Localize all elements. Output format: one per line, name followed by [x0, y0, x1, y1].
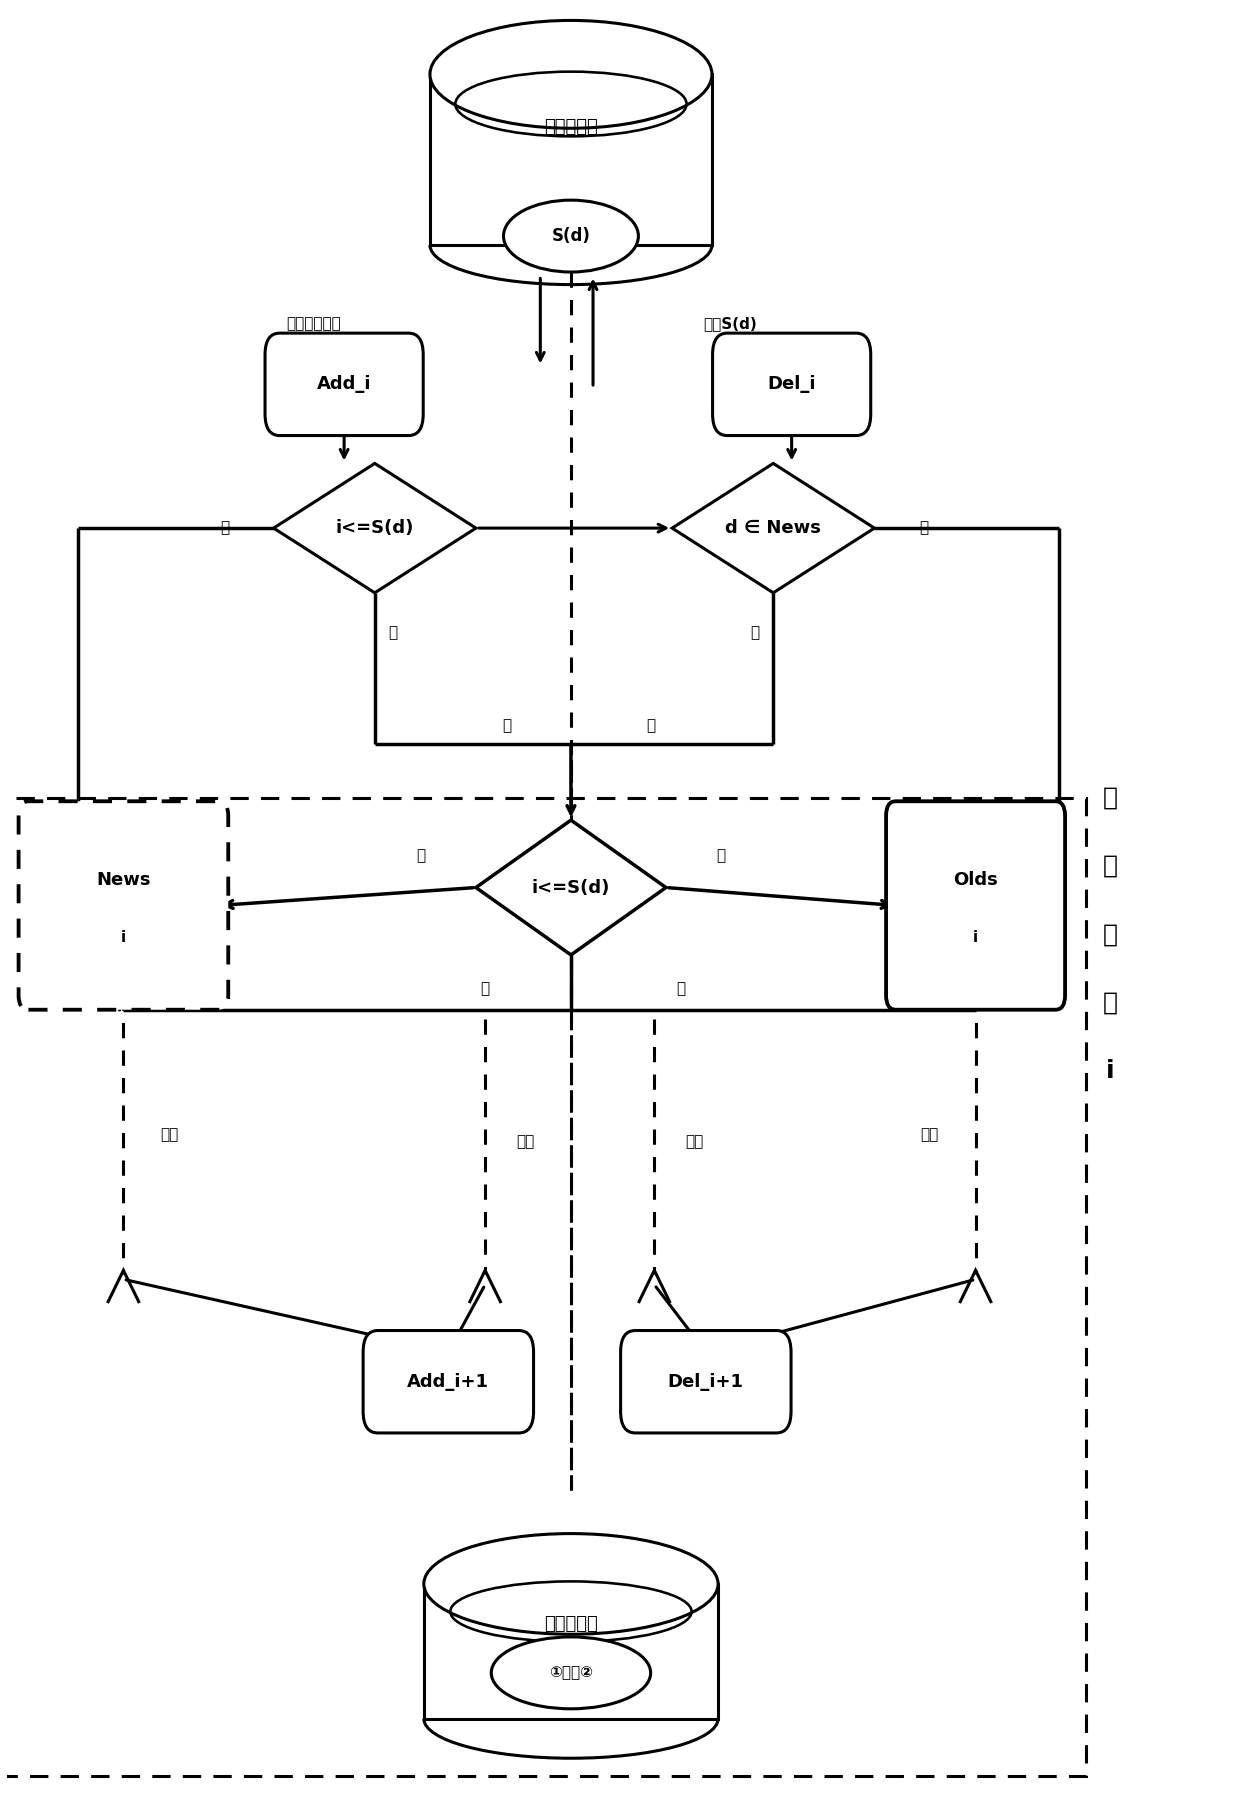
Text: 否: 否	[919, 520, 928, 536]
Text: d ∈ News: d ∈ News	[725, 520, 821, 538]
Text: i: i	[120, 931, 126, 945]
Text: 否: 否	[417, 848, 425, 862]
Text: 结: 结	[1102, 922, 1118, 947]
FancyBboxPatch shape	[887, 800, 1065, 1011]
Text: i<=S(d): i<=S(d)	[336, 520, 414, 538]
Text: 否: 否	[750, 625, 759, 639]
Text: 是: 是	[388, 625, 398, 639]
Text: i: i	[973, 931, 978, 945]
Text: Del_i: Del_i	[768, 375, 816, 393]
Text: i<=S(d): i<=S(d)	[532, 878, 610, 896]
Text: 推导: 推导	[684, 1134, 703, 1150]
Text: News: News	[97, 871, 151, 889]
Text: 是: 是	[481, 982, 490, 996]
Polygon shape	[672, 464, 874, 592]
FancyBboxPatch shape	[19, 800, 228, 1011]
Ellipse shape	[491, 1637, 651, 1710]
Ellipse shape	[430, 20, 712, 129]
Ellipse shape	[424, 1534, 718, 1634]
Text: 是: 是	[219, 520, 229, 536]
Text: 数: 数	[1102, 855, 1118, 878]
FancyBboxPatch shape	[363, 1331, 533, 1433]
Polygon shape	[274, 464, 476, 592]
Text: 外延数据库: 外延数据库	[544, 1615, 598, 1634]
Text: 响应是否成功: 响应是否成功	[286, 315, 341, 331]
FancyBboxPatch shape	[265, 333, 423, 436]
Text: 计: 计	[1102, 786, 1118, 810]
Text: 是: 是	[502, 719, 512, 733]
Text: 构: 构	[1102, 991, 1118, 1014]
Text: 更新S(d): 更新S(d)	[703, 315, 758, 331]
Text: 内延数据库: 内延数据库	[544, 118, 598, 136]
Polygon shape	[476, 820, 666, 954]
Text: 否: 否	[646, 719, 655, 733]
Ellipse shape	[503, 201, 639, 272]
Text: 推导: 推导	[920, 1126, 939, 1143]
Text: Del_i+1: Del_i+1	[668, 1373, 744, 1391]
Text: 推导: 推导	[160, 1126, 179, 1143]
Text: 否: 否	[717, 848, 725, 862]
Text: 是: 是	[677, 982, 686, 996]
Text: ①版本②: ①版本②	[549, 1666, 593, 1681]
Text: i: i	[1106, 1059, 1115, 1083]
Text: Add_i+1: Add_i+1	[408, 1373, 490, 1391]
Text: Olds: Olds	[954, 871, 998, 889]
Text: 推导: 推导	[516, 1134, 534, 1150]
FancyBboxPatch shape	[713, 333, 870, 436]
Polygon shape	[424, 1585, 718, 1719]
Text: Add_i: Add_i	[317, 375, 371, 393]
Text: S(d): S(d)	[552, 226, 590, 244]
Polygon shape	[430, 74, 712, 244]
FancyBboxPatch shape	[620, 1331, 791, 1433]
